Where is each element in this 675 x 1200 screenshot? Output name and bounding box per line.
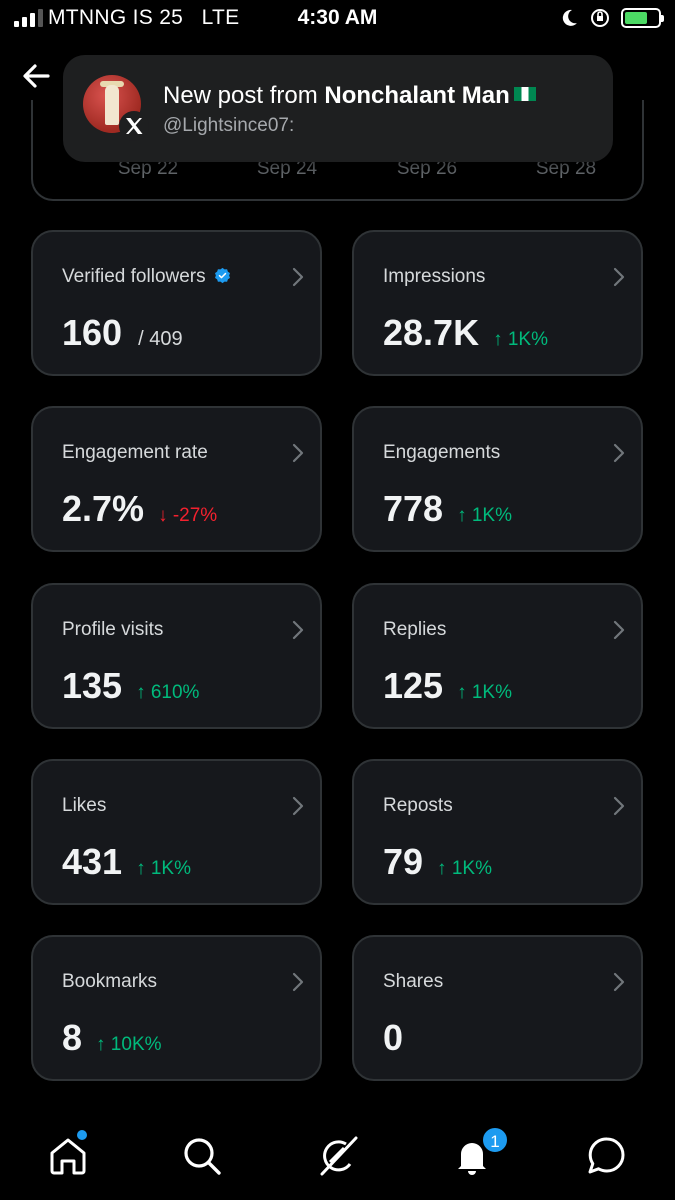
chevron-right-icon <box>292 443 304 463</box>
x-logo-icon <box>119 111 149 141</box>
metric-card-verified-followers[interactable]: Verified followers 160 / 409 <box>31 230 322 376</box>
metric-label: Engagements <box>383 442 500 464</box>
metric-card-reposts[interactable]: Reposts 79 ↑ 1K% <box>352 759 643 905</box>
verified-badge-icon <box>214 267 230 284</box>
metric-card-engagements[interactable]: Engagements 778 ↑ 1K% <box>352 406 643 552</box>
metric-value: 778 <box>383 488 444 529</box>
metric-label-text: Replies <box>383 619 447 640</box>
metric-value-row: 135 ↑ 610% <box>62 665 199 707</box>
metric-label: Bookmarks <box>62 971 157 993</box>
chart-x-tick: Sep 22 <box>117 158 179 179</box>
metric-value: 135 <box>62 665 123 706</box>
metric-card-profile-visits[interactable]: Profile visits 135 ↑ 610% <box>31 583 322 729</box>
metric-label: Impressions <box>383 266 485 288</box>
metric-card-engagement-rate[interactable]: Engagement rate 2.7% ↓ -27% <box>31 406 322 552</box>
metric-label-text: Reposts <box>383 795 453 816</box>
home-unread-dot <box>77 1130 87 1140</box>
metric-value: 125 <box>383 665 444 706</box>
metric-label-text: Impressions <box>383 266 486 287</box>
metric-value: 28.7K <box>383 312 480 353</box>
metric-value-row: 125 ↑ 1K% <box>383 665 512 707</box>
metric-label-text: Profile visits <box>62 619 164 640</box>
bell-icon[interactable] <box>450 1134 494 1178</box>
metric-value: 0 <box>383 1017 404 1058</box>
notification-count-badge: 1 <box>481 1126 509 1154</box>
notification-title: New post from Nonchalant Man <box>163 82 536 110</box>
metric-label: Reposts <box>383 795 453 817</box>
metric-card-shares[interactable]: Shares 0 <box>352 935 643 1081</box>
metric-value-row: 8 ↑ 10K% <box>62 1017 162 1059</box>
chevron-right-icon <box>292 796 304 816</box>
chevron-right-icon <box>292 267 304 287</box>
metric-change: ↑ 10K% <box>96 1034 162 1055</box>
metric-value: 79 <box>383 841 424 882</box>
metric-card-bookmarks[interactable]: Bookmarks 8 ↑ 10K% <box>31 935 322 1081</box>
metric-card-impressions[interactable]: Impressions 28.7K ↑ 1K% <box>352 230 643 376</box>
metric-label-text: Shares <box>383 971 444 992</box>
metric-label: Replies <box>383 619 446 641</box>
metric-label: Verified followers <box>62 266 231 288</box>
back-arrow-icon[interactable] <box>18 58 54 94</box>
notification-banner[interactable]: New post from Nonchalant Man @Lightsince… <box>63 55 613 162</box>
metric-change: ↑ 1K% <box>136 858 191 879</box>
chevron-right-icon <box>292 620 304 640</box>
metric-value-row: 778 ↑ 1K% <box>383 488 512 530</box>
metric-value: 2.7% <box>62 488 145 529</box>
moon-icon <box>562 9 577 26</box>
status-bar: MTNNG IS 25 LTE 4:30 AM <box>0 0 675 40</box>
chart-x-tick: Sep 26 <box>396 158 458 179</box>
metric-value-row: 2.7% ↓ -27% <box>62 488 217 530</box>
chart-x-tick: Sep 28 <box>535 158 597 179</box>
metric-label-text: Engagements <box>383 442 501 463</box>
metric-value: 8 <box>62 1017 83 1058</box>
metric-card-likes[interactable]: Likes 431 ↑ 1K% <box>31 759 322 905</box>
grok-icon[interactable] <box>316 1134 360 1178</box>
metric-card-replies[interactable]: Replies 125 ↑ 1K% <box>352 583 643 729</box>
orientation-lock-icon <box>591 9 609 27</box>
metric-change: ↑ 1K% <box>457 505 512 526</box>
metric-change: ↑ 1K% <box>437 858 492 879</box>
metric-change: ↓ -27% <box>158 505 218 526</box>
metric-label-text: Engagement rate <box>62 442 208 463</box>
metric-change: ↑ 1K% <box>493 329 548 350</box>
metric-label-text: Bookmarks <box>62 971 158 992</box>
chevron-right-icon <box>613 443 625 463</box>
metric-value-row: 0 <box>383 1017 403 1059</box>
metric-value-row: 28.7K ↑ 1K% <box>383 312 548 354</box>
chart-x-tick: Sep 24 <box>256 158 318 179</box>
chevron-right-icon <box>613 972 625 992</box>
metric-total: / 409 <box>138 328 183 350</box>
metric-value: 431 <box>62 841 123 882</box>
status-time: 4:30 AM <box>297 6 378 29</box>
metric-value: 160 <box>62 312 123 353</box>
tab-bar: 1 <box>0 1120 675 1200</box>
metric-change: ↑ 1K% <box>457 682 512 703</box>
battery-icon <box>621 8 664 28</box>
notification-handle: @Lightsince07: <box>163 115 295 136</box>
messages-icon[interactable] <box>585 1134 629 1178</box>
metric-change: ↑ 610% <box>136 682 200 703</box>
metric-label-text: Verified followers <box>62 266 206 287</box>
metric-label: Engagement rate <box>62 442 208 464</box>
chevron-right-icon <box>613 267 625 287</box>
signal-icon <box>14 9 43 27</box>
chevron-right-icon <box>292 972 304 992</box>
metric-label: Likes <box>62 795 106 817</box>
metric-value-row: 160 / 409 <box>62 312 183 354</box>
carrier-text: MTNNG IS 25 LTE <box>48 6 240 29</box>
chart-card <box>31 100 644 201</box>
metric-label: Shares <box>383 971 443 993</box>
metric-label-text: Likes <box>62 795 107 816</box>
metric-value-row: 79 ↑ 1K% <box>383 841 492 883</box>
metric-value-row: 431 ↑ 1K% <box>62 841 191 883</box>
chevron-right-icon <box>613 796 625 816</box>
home-icon[interactable] <box>46 1134 90 1178</box>
search-icon[interactable] <box>180 1134 224 1178</box>
metric-label: Profile visits <box>62 619 163 641</box>
chevron-right-icon <box>613 620 625 640</box>
nigeria-flag-icon <box>513 87 536 101</box>
